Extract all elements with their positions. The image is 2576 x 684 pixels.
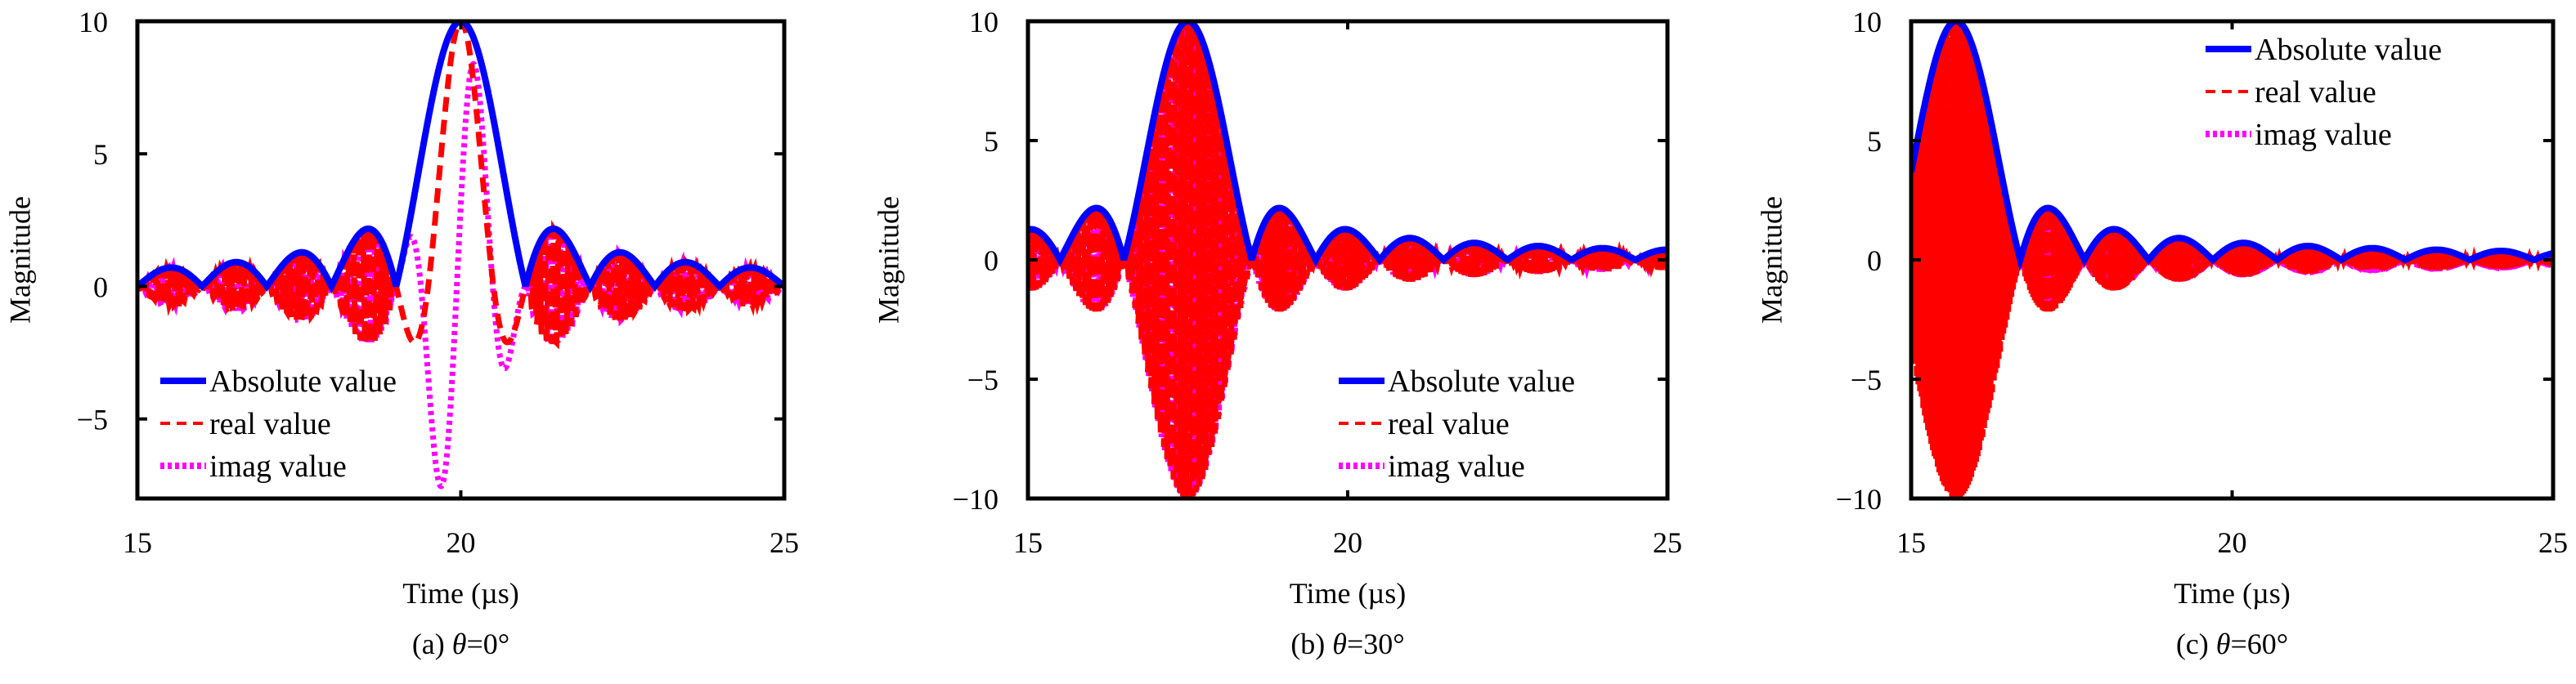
y-axis-label: Magnitude — [3, 196, 36, 324]
y-tick-label: −5 — [1851, 364, 1882, 396]
legend-label: real value — [209, 407, 331, 441]
caption-theta: θ — [452, 628, 467, 660]
y-tick-label: −5 — [77, 404, 108, 436]
legend-label: Absolute value — [1388, 364, 1575, 399]
series-real-value — [1911, 21, 2553, 498]
y-tick-label: 0 — [93, 270, 108, 303]
series-absolute-value — [137, 21, 784, 294]
series-absolute-value — [1911, 21, 2553, 272]
legend: Absolute value real value imag value — [1339, 364, 1575, 484]
y-tick-label: 0 — [984, 244, 999, 277]
subplot-caption: (c) θ=60° — [2176, 628, 2288, 660]
y-tick-label: 10 — [969, 6, 999, 38]
y-tick-label: 0 — [1867, 244, 1882, 277]
caption-theta: θ — [1332, 628, 1347, 660]
plot-area — [137, 21, 784, 490]
x-tick-label: 15 — [1896, 526, 1926, 559]
legend-label: Absolute value — [2255, 33, 2442, 67]
y-tick-label: 10 — [79, 6, 108, 38]
legend-label: real value — [1388, 407, 1510, 441]
caption-prefix: (b) — [1290, 628, 1332, 660]
y-tick-label: 10 — [1852, 6, 1882, 38]
y-tick-label: −5 — [967, 364, 999, 396]
x-tick-label: 25 — [1653, 526, 1682, 559]
legend: Absolute value real value imag value — [160, 364, 397, 484]
x-axis-label: Time (µs) — [402, 577, 518, 610]
x-tick-label: 20 — [447, 526, 476, 559]
y-tick-label: 5 — [984, 125, 999, 158]
legend-label: imag value — [209, 449, 347, 484]
x-tick-label: 25 — [770, 526, 799, 559]
caption-prefix: (c) — [2176, 628, 2216, 660]
x-axis-label: Time (µs) — [1290, 577, 1406, 610]
y-axis-label: Magnitude — [1755, 196, 1788, 324]
legend-label: real value — [2255, 75, 2376, 110]
legend-label: imag value — [1388, 449, 1525, 484]
x-tick-label: 20 — [2218, 526, 2247, 559]
series-absolute-value — [1028, 21, 1667, 267]
legend-label: imag value — [2255, 118, 2392, 152]
subplot-caption: (b) θ=30° — [1290, 628, 1404, 660]
legend: Absolute value real value imag value — [2206, 33, 2442, 152]
caption-value: =60° — [2230, 628, 2288, 660]
plot-area — [1911, 21, 2553, 498]
caption-theta: θ — [2216, 628, 2231, 660]
subplot-caption: (a) θ=0° — [412, 628, 509, 660]
caption-value: =0° — [466, 628, 509, 660]
plot-area — [1028, 21, 1667, 498]
subplot-c: 15 20 25 10 5 0 −5 −10 Time (µs) Magnitude (c) θ=6… — [1755, 6, 2568, 660]
y-axis-label: Magnitude — [872, 196, 904, 324]
y-tick-label: −10 — [953, 483, 999, 516]
caption-value: =30° — [1347, 628, 1405, 660]
x-axis-label: Time (µs) — [2174, 577, 2290, 610]
subplot-b: 15 20 25 10 5 0 −5 −10 Time (µs) Magnitude (b) θ=3… — [872, 6, 1682, 660]
subplot-a: 15 20 25 10 5 0 −5 Time (µs) Magnitude (a) θ=0° Ab… — [3, 6, 799, 660]
x-tick-label: 15 — [1013, 526, 1043, 559]
caption-prefix: (a) — [412, 628, 452, 660]
y-tick-label: 5 — [93, 138, 108, 171]
x-tick-label: 20 — [1333, 526, 1362, 559]
legend-label: Absolute value — [209, 364, 397, 399]
y-tick-label: 5 — [1867, 125, 1882, 158]
x-tick-label: 15 — [123, 526, 152, 559]
y-tick-label: −10 — [1836, 483, 1882, 516]
x-tick-label: 25 — [2538, 526, 2568, 559]
series-real-value — [137, 21, 784, 350]
